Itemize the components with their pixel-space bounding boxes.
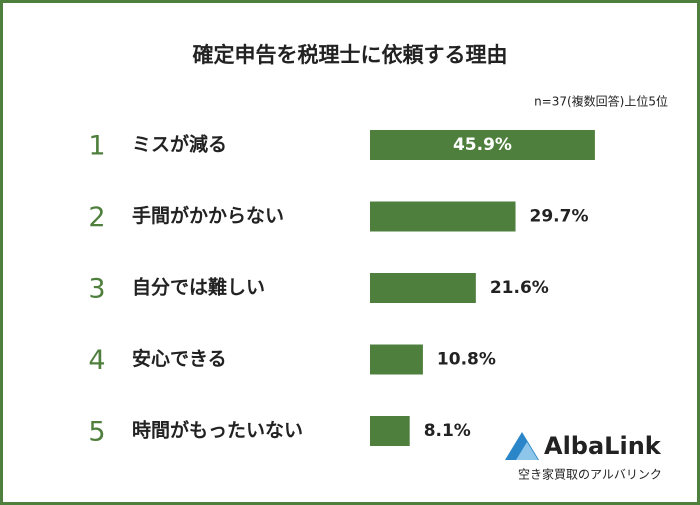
bar — [370, 201, 516, 232]
chart-title: 確定申告を税理士に依頼する理由 — [193, 43, 508, 67]
category-label: 安心できる — [132, 347, 227, 370]
category-label: 自分では難しい — [132, 276, 265, 299]
bar — [370, 344, 423, 375]
logo-name: AlbaLink — [544, 432, 662, 460]
value-label: 21.6% — [490, 278, 549, 298]
rank: 3 — [88, 274, 105, 305]
subtitle: n=37(複数回答)上位5位 — [534, 94, 668, 109]
rank: 4 — [88, 345, 105, 376]
value-label: 10.8% — [437, 350, 496, 370]
value-label: 45.9% — [453, 135, 512, 155]
logo: AlbaLink 空き家買取のアルバリンク — [505, 432, 662, 482]
rank: 5 — [88, 417, 105, 448]
value-label: 8.1% — [424, 421, 471, 441]
bar — [370, 130, 595, 160]
category-label: ミスが減る — [132, 133, 227, 156]
logo-icon — [516, 442, 538, 460]
category-label: 時間がもったいない — [132, 419, 303, 442]
category-label: 手間がかからない — [132, 204, 284, 227]
bar — [370, 273, 476, 303]
rank: 2 — [88, 202, 105, 233]
logo-tagline: 空き家買取のアルバリンク — [518, 467, 662, 482]
value-label: 29.7% — [530, 207, 589, 227]
rank: 1 — [88, 131, 105, 162]
bar — [370, 416, 410, 446]
